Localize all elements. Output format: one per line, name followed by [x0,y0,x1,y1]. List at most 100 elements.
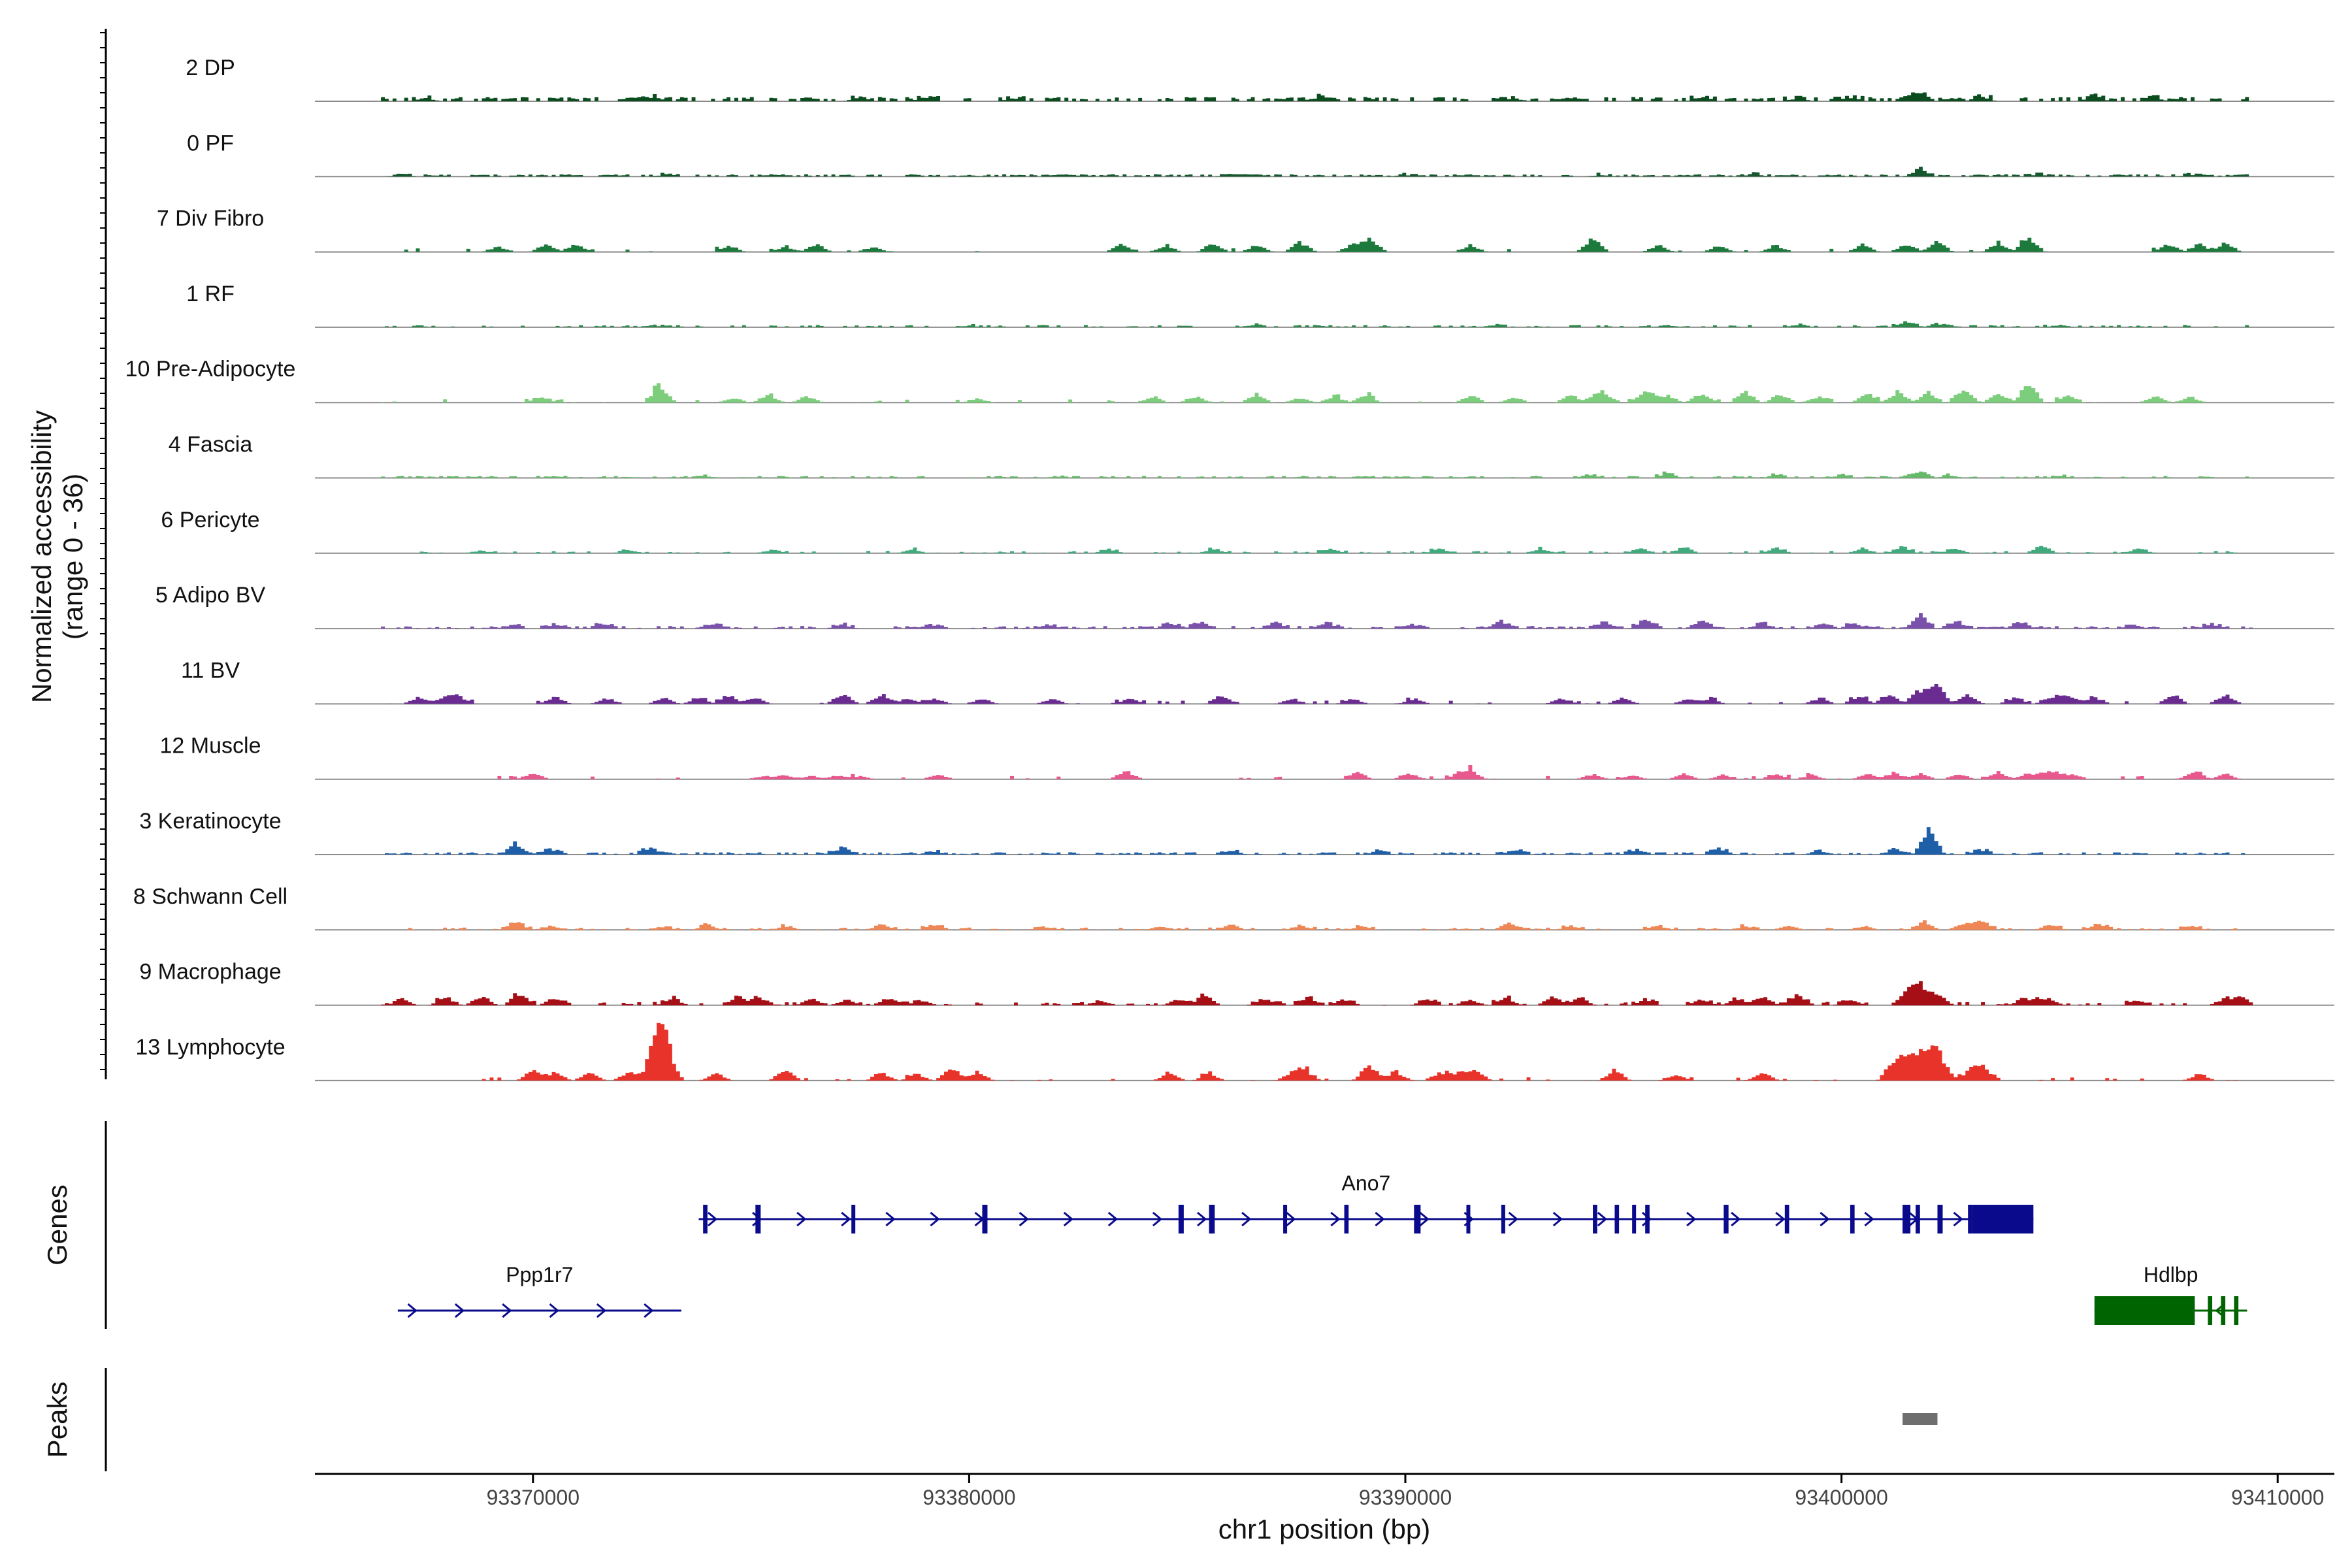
strand-arrow [1552,1211,1563,1227]
coverage-area [315,321,2334,327]
exon [2094,1296,2195,1325]
track-5-adipo-bv: 5 Adipo BV [155,583,2334,630]
track-label: 8 Schwann Cell [133,884,287,909]
exon [1903,1205,1911,1233]
coverage-y-axis-title-line: (range 0 - 36) [57,474,88,640]
genes: Ano7 Ppp1r7 Hdlbp [397,1171,2247,1325]
exon [2221,1296,2226,1325]
strand-arrow [1775,1211,1786,1227]
gene-hdlbp: Hdlbp [2094,1263,2247,1325]
coverage-area [315,684,2334,704]
track-6-pericyte: 6 Pericyte [161,508,2334,554]
track-4-fascia: 4 Fascia [169,433,2334,479]
exon [1645,1205,1650,1233]
gene-label: Ano7 [1342,1171,1391,1195]
x-axis: 93370000 93380000 93390000 93400000 93410000… [315,1473,2334,1544]
track-label: 6 Pericyte [161,508,259,532]
gene-ano7: Ano7 [698,1171,2034,1233]
strand-arrow [1107,1211,1119,1227]
track-11-bv: 11 BV [181,658,2334,705]
strand-arrow [1731,1211,1741,1227]
x-tick-label: 93400000 [1795,1486,1887,1509]
strand-arrow [841,1211,851,1227]
peak-region [1903,1413,1938,1425]
track-label: 13 Lymphocyte [135,1035,285,1060]
peak-panel: Peaks [42,1368,1938,1471]
gene-panel-label: Genes [42,1184,73,1266]
track-7-div-fibro: 7 Div Fibro [157,206,2334,253]
strand-arrow [502,1303,512,1318]
strand-arrow [407,1303,417,1318]
coverage-area [315,92,2334,101]
exon [1344,1205,1349,1233]
track-2-dp: 2 DP [186,56,2334,102]
tracks: 2 DP 0 PF 7 Div Fibro 1 RF 10 Pre-Adipocyte 4… [125,56,2334,1081]
coverage-area [315,827,2334,855]
gene-label: Hdlbp [2144,1263,2198,1286]
exon [703,1205,708,1233]
strand-arrow [930,1211,940,1227]
strand-arrow [1953,1211,1963,1227]
strand-arrow [1197,1211,1207,1227]
coverage-area [315,765,2334,779]
coverage-area [315,546,2334,553]
track-9-macrophage: 9 Macrophage [139,960,2334,1006]
track-label: 9 Macrophage [139,960,281,985]
strand-arrow [1286,1211,1296,1227]
strand-arrow [1063,1211,1074,1227]
x-ticks: 93370000 93380000 93390000 93400000 93410000 [487,1474,2324,1509]
strand-arrow [644,1303,654,1318]
exon [1723,1205,1729,1233]
strand-arrow [707,1211,718,1227]
x-tick-label: 93390000 [1359,1486,1452,1509]
exon [2234,1296,2239,1325]
exon [1178,1205,1184,1233]
peak-panel-label: Peaks [42,1382,73,1458]
coverage-area [315,613,2334,629]
strand-arrow [549,1303,559,1318]
strand-arrow [885,1211,896,1227]
track-13-lymphocyte: 13 Lymphocyte [135,1022,2334,1081]
strand-arrow [454,1303,465,1318]
track-12-muscle: 12 Muscle [160,734,2334,780]
track-0-pf: 0 PF [187,131,2334,178]
coverage-area [315,981,2334,1005]
track-label: 7 Div Fibro [157,206,264,231]
strand-arrow [1508,1211,1518,1227]
coverage-area [315,471,2334,478]
exon [1784,1205,1789,1233]
exon [1614,1205,1620,1233]
x-tick-label: 93410000 [2231,1486,2324,1509]
strand-arrow [1152,1211,1163,1227]
coverage-y-axis-title-line: Normalized accessibility [26,410,57,703]
strand-arrow [1330,1211,1341,1227]
exon [1209,1205,1215,1233]
exon [1968,1205,1972,1233]
track-label: 4 Fascia [169,433,253,457]
gene-panel: Genes Ano7 Ppp1r7 Hdlbp [42,1121,2247,1329]
strand-arrow [1019,1211,1029,1227]
coverage-y-ticks [100,32,106,1070]
exon [1466,1205,1471,1233]
coverage-area [315,167,2334,177]
coverage-area [315,920,2334,930]
strand-arrow [1641,1211,1652,1227]
strand-arrow [1597,1211,1608,1227]
track-3-keratinocyte: 3 Keratinocyte [139,809,2334,855]
exon [1593,1205,1597,1233]
gene-label: Ppp1r7 [506,1263,573,1286]
gene-ppp1r7: Ppp1r7 [397,1263,681,1318]
strand-arrow [1820,1211,1830,1227]
strand-arrow [1241,1211,1252,1227]
strand-arrow [796,1211,807,1227]
x-tick-label: 93380000 [923,1486,1015,1509]
coverage-y-axis-title: Normalized accessibility(range 0 - 36) [26,410,88,703]
exon [1283,1205,1288,1233]
track-label: 11 BV [181,658,240,683]
coverage-area [315,237,2334,252]
exon [1972,1205,2034,1233]
exon [1414,1205,1421,1233]
track-label: 12 Muscle [160,734,261,759]
